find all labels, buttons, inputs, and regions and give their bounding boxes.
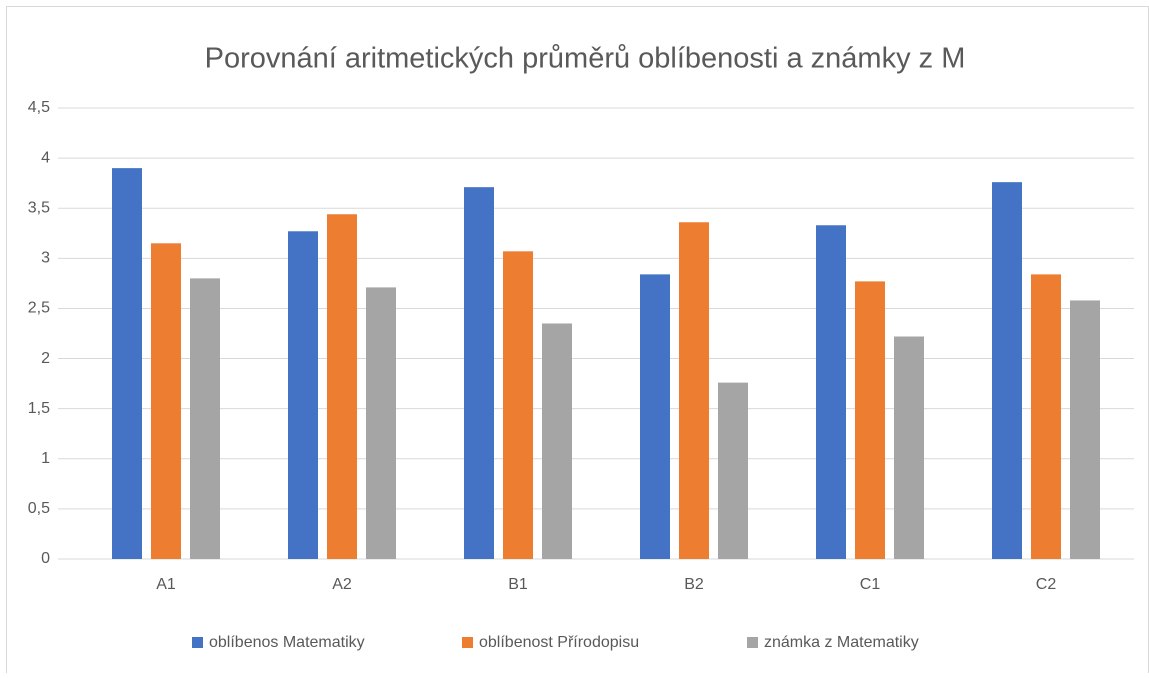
bar [288,231,318,560]
y-tick-label: 4,5 [28,99,50,116]
y-tick-label: 1 [41,450,50,467]
x-tick-label: A2 [332,576,352,593]
bar [151,243,181,560]
bar [112,168,142,559]
y-tick-label: 2,5 [28,300,50,317]
bar [190,278,220,559]
bar [366,287,396,559]
bar [503,251,533,559]
bar [327,214,357,560]
x-tick-label: B1 [508,576,528,593]
x-tick-label: C1 [860,576,881,593]
bar [816,225,846,559]
chart-title: Porovnání aritmetických průměrů oblíbeno… [205,43,966,75]
y-tick-label: 3,5 [28,199,50,216]
bar [894,336,924,559]
legend-label: oblíbenost Přírodopisu [479,634,639,651]
x-tick-label: B2 [684,576,704,593]
legend-swatch [192,637,203,648]
x-tick-label: C2 [1036,576,1057,593]
legend-swatch [462,637,473,648]
bar [718,382,748,559]
y-tick-label: 3 [41,250,50,267]
bar [679,222,709,559]
bar [640,274,670,559]
y-tick-label: 0 [41,550,50,567]
legend-swatch [747,637,758,648]
legend-label: oblíbenos Matematiky [209,634,365,651]
y-tick-label: 2 [41,350,50,367]
bar [855,281,885,559]
bar [542,323,572,559]
bar [1070,300,1100,559]
y-tick-label: 1,5 [28,400,50,417]
bar [992,182,1022,560]
legend-label: známka z Matematiky [764,634,919,651]
y-tick-label: 0,5 [28,500,50,517]
y-tick-label: 4 [41,149,50,166]
bar [1031,274,1061,559]
bar [464,187,494,560]
x-tick-label: A1 [156,576,176,593]
